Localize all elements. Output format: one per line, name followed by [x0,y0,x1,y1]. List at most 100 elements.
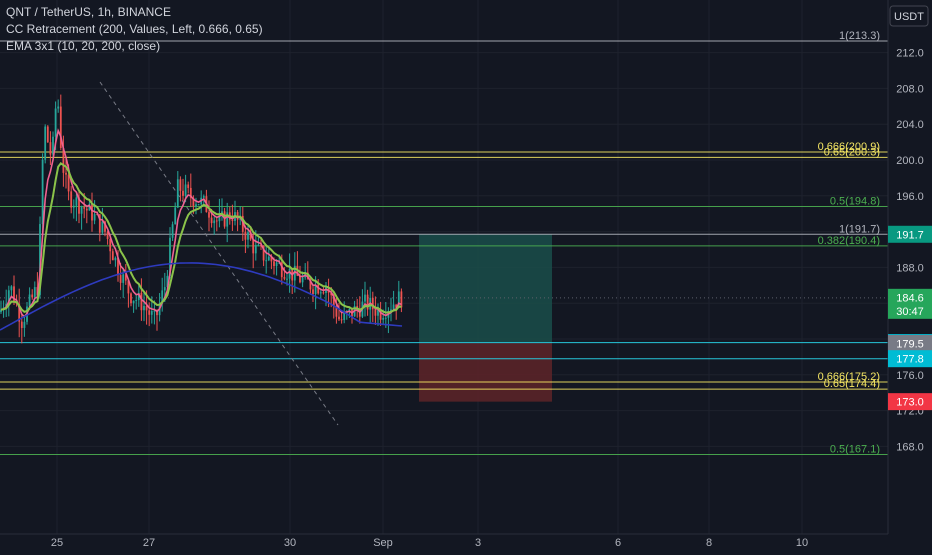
indicator-ema[interactable]: EMA 3x1 (10, 20, 200, close) [6,39,161,53]
time-tick-label: 10 [796,537,808,549]
candle-body [83,207,86,209]
candle-body [392,304,395,310]
candle-body [72,205,75,208]
candle-body [249,232,252,240]
candle-body [46,126,49,143]
candle-body [166,275,169,288]
candle-body [156,310,158,316]
price-badge [888,334,932,352]
fib-level-label: 0.65(200.3) [824,146,880,158]
candle-body [98,214,101,233]
candle-body [286,278,288,280]
time-tick-label: 25 [51,537,63,549]
price-badge-label: 191.7 [896,229,924,241]
candle-body [182,190,184,196]
candle-body [301,277,304,283]
candle-body [10,286,13,291]
candle-body [366,294,369,310]
position-zones [419,234,552,402]
candle-body [202,196,205,198]
candle-body [330,292,333,296]
candle-body [382,317,385,320]
candle-body [62,148,65,173]
fib-level-label: 0.5(194.8) [830,196,880,208]
candle-body [145,305,148,311]
candle-body [31,294,34,298]
candle-body [364,294,366,302]
candle-body [169,237,171,276]
candle-body [127,280,130,294]
ema-slow-line [0,262,403,331]
price-tick-label: 188.0 [896,262,924,274]
candle-body [283,277,286,279]
fib-level-label: 1(213.3) [839,30,880,42]
candle-body [273,261,275,267]
currency-label: USDT [894,11,924,23]
candle-body [75,197,78,206]
candle-body [106,231,109,239]
symbol-title[interactable]: QNT / TetherUS, 1h, BINANCE [6,5,171,19]
price-tick-label: 176.0 [896,370,924,382]
candle-body [314,284,317,295]
fib-level-label: 0.65(174.4) [824,378,880,390]
candle-body [18,303,21,322]
candle-body [28,294,31,307]
price-badge-label: 177.8 [896,354,924,366]
price-tick-label: 204.0 [896,119,924,131]
fib-level-label: 0.5(167.1) [830,443,880,455]
candle-body [130,293,132,304]
candle-body [257,244,260,246]
candle-body [85,208,88,211]
candle-body [226,212,229,227]
candle-body [400,291,403,308]
candle-body [109,238,112,252]
time-tick-label: 6 [615,537,621,549]
candle-body [187,184,190,188]
candle-body [343,312,346,320]
indicator-cc-retracement[interactable]: CC Retracement (200, Values, Left, 0.666… [6,22,263,36]
price-tick-label: 212.0 [896,48,924,60]
candle-body [49,142,52,155]
candle-body [78,197,80,214]
candle-body [117,257,119,276]
candle-body [65,172,67,175]
candle-body [275,262,278,267]
candle-body [171,224,174,238]
candle-body [132,300,135,304]
candle-body [189,187,192,198]
candle-body [23,321,26,328]
time-tick-label: Sep [373,537,393,549]
candle-body [280,262,283,278]
time-axis[interactable]: 25 27 30 Sep 3 6 8 10 [0,533,888,549]
candle-body [379,309,382,320]
candle-body [270,256,273,262]
candle-body [390,309,392,312]
price-badge-countdown: 30:47 [896,306,924,318]
candle-body [267,256,270,261]
candle-body [67,174,70,192]
candle-body [192,197,195,206]
price-badge [888,288,932,319]
candle-body [163,287,166,291]
candle-body [397,291,400,308]
time-tick-label: 8 [706,537,712,549]
candle-body [377,309,379,316]
candle-body [114,257,117,261]
price-axis[interactable]: 212.0208.0204.0200.0196.0192.0188.0184.0… [887,0,932,550]
candle-body [54,108,57,137]
candle-body [20,321,23,328]
candle-body [395,304,398,308]
currency-badge [889,5,929,27]
candle-body [184,184,187,196]
candle-body [338,316,340,320]
trend-line [99,81,339,426]
candle-body [262,245,265,261]
price-tick-label: 200.0 [896,155,924,167]
candle-body [39,224,41,295]
candle-body [254,245,257,254]
price-tick-label: 196.0 [896,191,924,203]
candle-body [143,305,145,311]
